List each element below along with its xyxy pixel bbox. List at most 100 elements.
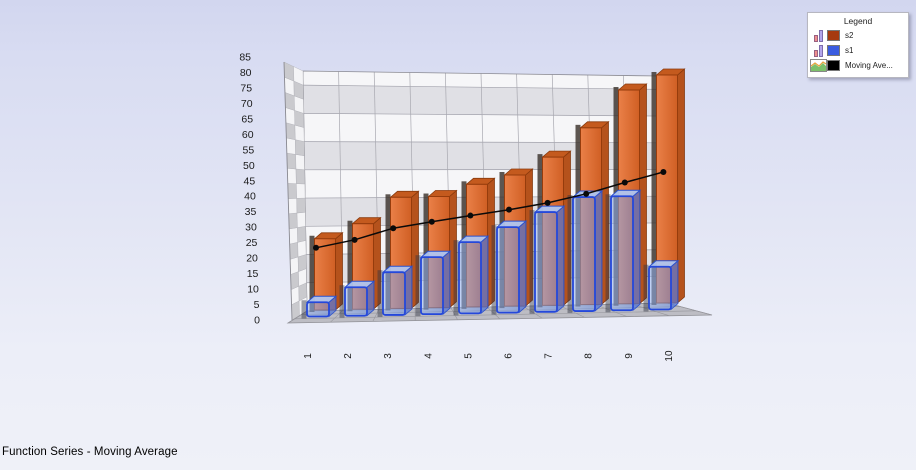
- bar-s1-9[interactable]: [610, 195, 634, 312]
- bar-shadow: [377, 270, 383, 317]
- bar-series-icon: [814, 44, 823, 57]
- floor-gridline: [450, 307, 458, 320]
- bar-s1-side: [442, 250, 451, 316]
- bar-shadow: [491, 225, 497, 315]
- bar-s1-10[interactable]: [648, 265, 672, 311]
- ma-point-7[interactable]: [544, 199, 551, 206]
- ma-point-9[interactable]: [621, 179, 628, 186]
- x-category-label: 10: [664, 350, 675, 362]
- legend-label: s1: [845, 46, 854, 55]
- floor-gridline: [372, 309, 380, 322]
- ma-point-8[interactable]: [583, 190, 590, 197]
- side-wall-cell: [295, 139, 305, 156]
- y-tick-label: 40: [244, 191, 256, 203]
- legend-item-moving-ave-[interactable]: Moving Ave...: [810, 58, 906, 73]
- y-tick-label: 50: [243, 160, 255, 172]
- x-category-label: 2: [343, 353, 354, 359]
- y-tick-label: 30: [245, 222, 257, 234]
- legend-item-s2[interactable]: s2: [810, 28, 906, 43]
- x-category-label: 1: [303, 353, 314, 359]
- side-wall-cell: [297, 226, 307, 243]
- bar-s1-3[interactable]: [382, 271, 406, 316]
- side-wall-cell: [287, 183, 297, 199]
- side-wall-cell: [286, 152, 297, 170]
- x-category-label: 3: [383, 353, 394, 359]
- chart-title: Function Series - Moving Average: [2, 446, 178, 458]
- x-category-label: 5: [463, 353, 474, 359]
- side-wall-cell: [290, 271, 300, 290]
- bar-shadow: [605, 194, 611, 313]
- bar-s1-7[interactable]: [534, 211, 558, 313]
- legend-swatch: [827, 45, 840, 56]
- floor-gridline: [522, 305, 543, 319]
- side-wall-cell: [295, 154, 305, 171]
- bar-s1-side: [632, 189, 641, 312]
- y-tick-label: 75: [240, 83, 252, 95]
- bar-s1-side: [480, 235, 489, 315]
- side-wall-cell: [293, 66, 304, 86]
- bar-shadow: [643, 264, 649, 312]
- y-tick-label: 5: [254, 299, 260, 311]
- y-tick-label: 60: [242, 129, 254, 141]
- bar-shadow: [423, 193, 429, 310]
- floor-gridline: [294, 310, 697, 320]
- value-axis-edge: [283, 61, 293, 321]
- side-wall-cell: [285, 122, 296, 140]
- x-category-label: 6: [504, 353, 515, 359]
- bar-shadow: [309, 235, 315, 312]
- bar-s1-8[interactable]: [572, 196, 596, 312]
- legend-label: s2: [845, 31, 854, 40]
- y-tick-label: 0: [254, 315, 260, 327]
- ma-point-1[interactable]: [313, 244, 319, 251]
- bar-s1-6[interactable]: [496, 226, 520, 314]
- x-category-label: 8: [584, 353, 595, 359]
- bar-s1-2[interactable]: [344, 286, 368, 317]
- bar-s1-1[interactable]: [306, 301, 330, 318]
- floor-gridline: [330, 309, 344, 323]
- side-wall-cell: [288, 227, 298, 245]
- ma-point-2[interactable]: [351, 236, 358, 243]
- bar-shadow: [301, 300, 307, 319]
- area-series-icon: [810, 59, 827, 72]
- legend: Legend s2 s1 Moving Ave...: [807, 12, 909, 78]
- bar-s1-5[interactable]: [458, 241, 482, 315]
- side-wall-cell: [296, 183, 306, 199]
- side-wall-cell: [296, 197, 306, 214]
- legend-item-s1[interactable]: s1: [810, 43, 906, 58]
- y-tick-label: 45: [244, 175, 256, 187]
- y-tick-label: 10: [247, 284, 259, 296]
- ma-point-10[interactable]: [660, 169, 667, 176]
- bar-shadow: [529, 210, 535, 314]
- ma-point-3[interactable]: [390, 225, 397, 232]
- ma-point-6[interactable]: [506, 206, 512, 213]
- bar-shadow: [567, 195, 573, 314]
- bar-shadow: [339, 285, 345, 318]
- y-tick-label: 20: [246, 253, 258, 265]
- y-tick-label: 25: [246, 237, 258, 249]
- x-category-label: 9: [624, 353, 635, 359]
- side-wall-cell: [286, 137, 296, 155]
- y-tick-label: 70: [241, 98, 253, 110]
- moving-average-line: [315, 171, 664, 249]
- bar-s1-side: [518, 220, 527, 314]
- floor-gridline: [287, 310, 308, 324]
- side-wall-cell: [295, 168, 306, 185]
- y-tick-label: 55: [243, 144, 255, 156]
- bar-s2-side: [677, 68, 685, 304]
- bar-s1-side: [556, 205, 565, 313]
- floor-gridline: [486, 306, 501, 320]
- side-wall-cell: [296, 211, 306, 228]
- bar-s1-side: [404, 265, 413, 316]
- bar-s1-side: [594, 190, 603, 312]
- bar-s1-4[interactable]: [420, 256, 444, 316]
- floor-gridline: [558, 305, 585, 318]
- ma-point-4[interactable]: [428, 218, 435, 225]
- y-tick-label: 80: [240, 67, 252, 79]
- side-wall-cell: [297, 254, 307, 272]
- bar-shadow: [651, 71, 657, 305]
- bar-series-icon: [814, 29, 823, 42]
- bar-s1-side: [670, 259, 679, 311]
- ma-point-5[interactable]: [467, 212, 474, 219]
- x-category-label: 7: [544, 353, 555, 359]
- legend-title: Legend: [843, 16, 873, 26]
